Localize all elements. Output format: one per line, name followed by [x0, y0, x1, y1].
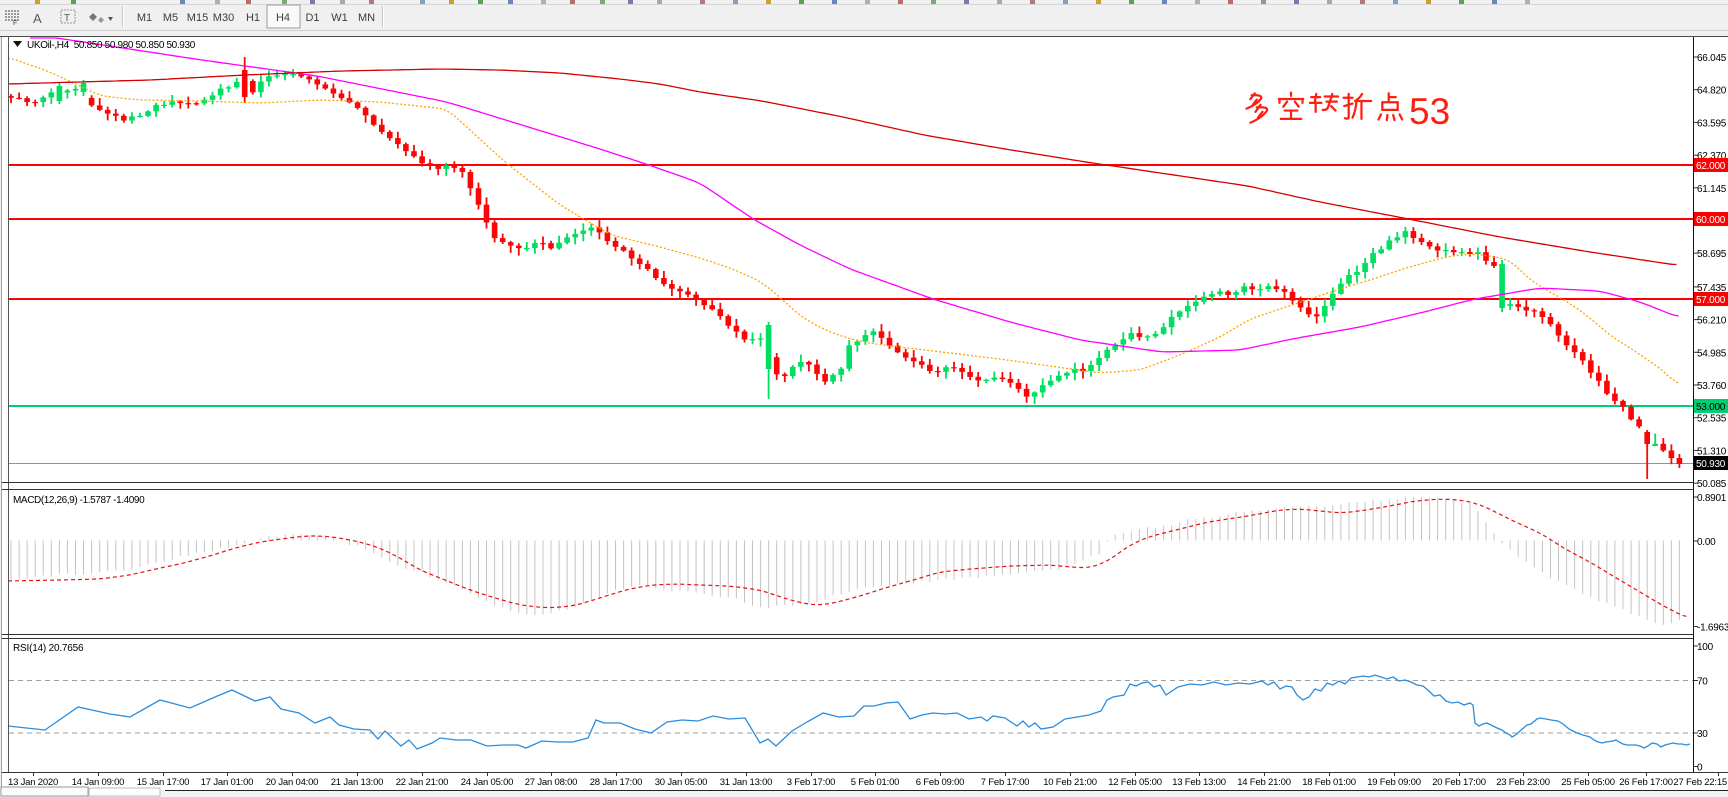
svg-text:13 Jan 2020: 13 Jan 2020 — [8, 777, 58, 788]
svg-text:14 Jan 09:00: 14 Jan 09:00 — [72, 777, 125, 788]
svg-text:5 Feb 01:00: 5 Feb 01:00 — [851, 777, 900, 788]
svg-text:100: 100 — [1697, 642, 1714, 653]
svg-text:28 Jan 17:00: 28 Jan 17:00 — [590, 777, 643, 788]
svg-text:3 Feb 17:00: 3 Feb 17:00 — [787, 777, 836, 788]
svg-text:20 Feb 17:00: 20 Feb 17:00 — [1432, 777, 1486, 788]
svg-text:23 Feb 23:00: 23 Feb 23:00 — [1496, 777, 1550, 788]
svg-text:7 Feb 17:00: 7 Feb 17:00 — [981, 777, 1030, 788]
svg-text:RSI(14) 20.7656: RSI(14) 20.7656 — [13, 643, 84, 654]
svg-text:24 Jan 05:00: 24 Jan 05:00 — [461, 777, 514, 788]
svg-text:18 Feb 01:00: 18 Feb 01:00 — [1302, 777, 1356, 788]
svg-text:13 Feb 13:00: 13 Feb 13:00 — [1172, 777, 1226, 788]
svg-text:30 Jan 05:00: 30 Jan 05:00 — [655, 777, 708, 788]
svg-text:22 Jan 21:00: 22 Jan 21:00 — [396, 777, 449, 788]
svg-text:53.760: 53.760 — [1697, 381, 1727, 392]
svg-text:61.145: 61.145 — [1697, 184, 1727, 195]
svg-text:57.000: 57.000 — [1696, 295, 1726, 306]
svg-text:66.045: 66.045 — [1697, 53, 1727, 64]
svg-text:70: 70 — [1697, 677, 1708, 688]
svg-text:63.595: 63.595 — [1697, 118, 1727, 129]
svg-text:M15: M15 — [187, 12, 208, 24]
svg-text:6 Feb 09:00: 6 Feb 09:00 — [916, 777, 965, 788]
svg-text:51.310: 51.310 — [1697, 446, 1727, 457]
svg-text:53: 53 — [1409, 91, 1450, 132]
svg-text:27 Jan 08:00: 27 Jan 08:00 — [525, 777, 578, 788]
svg-text:0: 0 — [1697, 763, 1703, 774]
svg-text:10 Feb 21:00: 10 Feb 21:00 — [1043, 777, 1097, 788]
svg-text:17 Jan 01:00: 17 Jan 01:00 — [201, 777, 254, 788]
svg-text:M30: M30 — [213, 12, 234, 24]
svg-text:14 Feb 21:00: 14 Feb 21:00 — [1237, 777, 1291, 788]
svg-text:64.820: 64.820 — [1697, 86, 1727, 97]
svg-text:27 Feb 22:15: 27 Feb 22:15 — [1673, 777, 1727, 788]
svg-text:31 Jan 13:00: 31 Jan 13:00 — [720, 777, 773, 788]
svg-text:H1: H1 — [246, 12, 260, 24]
svg-text:62.000: 62.000 — [1696, 161, 1726, 172]
svg-text:15 Jan 17:00: 15 Jan 17:00 — [137, 777, 190, 788]
svg-text:60.000: 60.000 — [1696, 215, 1726, 226]
svg-text:52.535: 52.535 — [1697, 414, 1727, 425]
svg-text:50.930: 50.930 — [1696, 459, 1726, 470]
svg-text:0.00: 0.00 — [1697, 537, 1716, 548]
svg-text:F: F — [13, 20, 17, 27]
svg-text:62.370: 62.370 — [1697, 151, 1727, 162]
svg-text:58.695: 58.695 — [1697, 249, 1727, 260]
svg-text:25 Feb 05:00: 25 Feb 05:00 — [1561, 777, 1615, 788]
svg-text:19 Feb 09:00: 19 Feb 09:00 — [1367, 777, 1421, 788]
svg-text:26 Feb 17:00: 26 Feb 17:00 — [1619, 777, 1673, 788]
svg-text:30: 30 — [1697, 729, 1708, 740]
svg-text:W1: W1 — [331, 12, 348, 24]
svg-text:50.085: 50.085 — [1697, 479, 1727, 490]
svg-text:21 Jan 13:00: 21 Jan 13:00 — [331, 777, 384, 788]
svg-text:MN: MN — [358, 12, 375, 24]
svg-text:12 Feb 05:00: 12 Feb 05:00 — [1108, 777, 1162, 788]
svg-text:56.210: 56.210 — [1697, 316, 1727, 327]
svg-text:54.985: 54.985 — [1697, 348, 1727, 359]
svg-text:H4: H4 — [276, 12, 290, 24]
svg-text:A: A — [33, 11, 42, 26]
svg-text:-1.6963: -1.6963 — [1697, 623, 1728, 634]
svg-text:20 Jan 04:00: 20 Jan 04:00 — [266, 777, 319, 788]
svg-text:T: T — [64, 13, 70, 24]
svg-text:M1: M1 — [137, 12, 152, 24]
svg-text:57.435: 57.435 — [1697, 283, 1727, 294]
svg-text:UKOil-,H4 50.850 50.980 50.85: UKOil-,H4 50.850 50.980 50.850 50.930 — [27, 40, 196, 51]
svg-text:MACD(12,26,9) -1.5787 -1.4090: MACD(12,26,9) -1.5787 -1.4090 — [13, 495, 145, 506]
svg-text:M5: M5 — [163, 12, 178, 24]
svg-text:53.000: 53.000 — [1696, 402, 1726, 413]
svg-text:0.8901: 0.8901 — [1697, 493, 1727, 504]
svg-text:D1: D1 — [305, 12, 319, 24]
